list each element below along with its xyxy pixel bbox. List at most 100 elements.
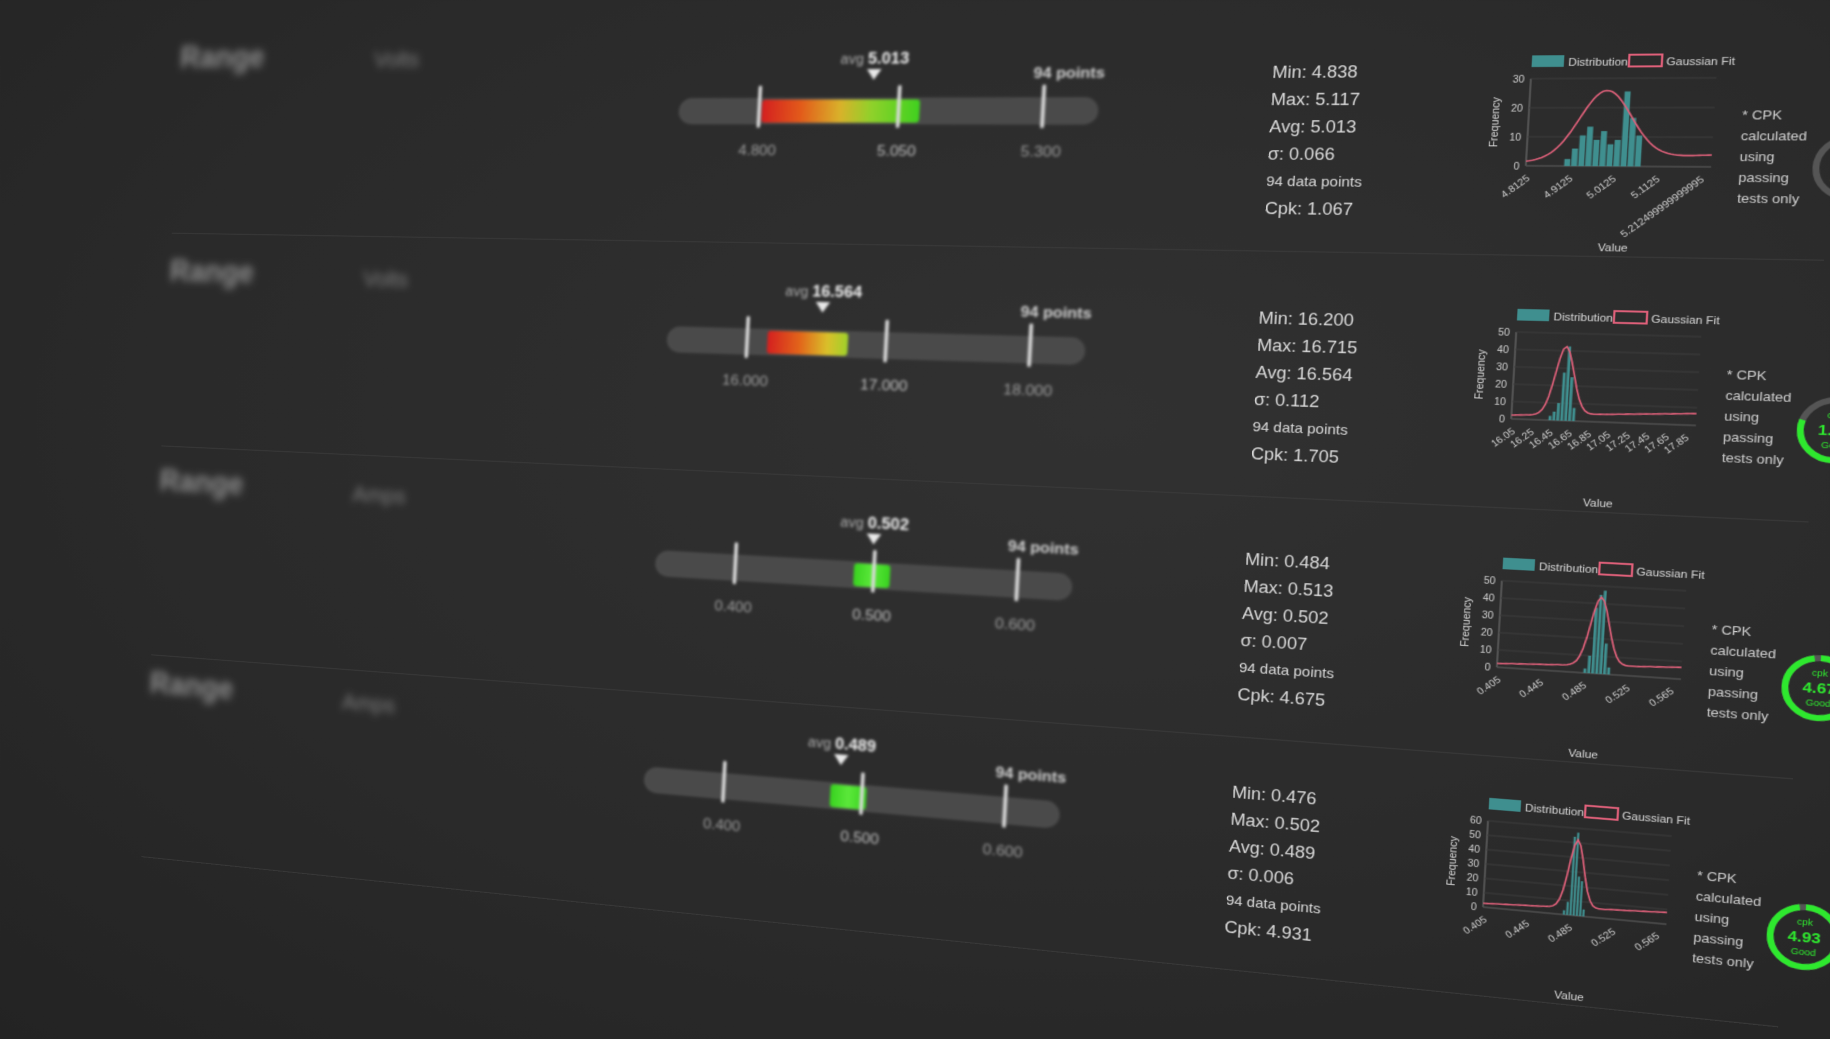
avg-label: avg 0.489 <box>808 732 877 756</box>
tick-label: 0.600 <box>994 615 1035 636</box>
y-tick-label: 30 <box>1467 858 1480 870</box>
y-tick-label: 60 <box>1470 815 1483 827</box>
histogram-bar <box>1606 144 1613 166</box>
row-name: Range <box>159 463 244 502</box>
legend-distribution: Distribution <box>1553 312 1613 325</box>
points-count: 94 points <box>1020 303 1092 323</box>
avg-prefix: avg <box>840 52 864 67</box>
tick-label: 4.800 <box>738 142 776 160</box>
tick-label: 0.500 <box>852 606 892 626</box>
legend-distribution: Distribution <box>1539 561 1599 576</box>
cpk-note-line: tests only <box>1706 702 1775 727</box>
stats-block: Min: 4.838 Max: 5.117 Avg: 5.013 σ: 0.066 94… <box>1264 58 1369 223</box>
cpk-dashboard-panel: Range Volts 4.800 5.050 5.300 avg 5.013 94 poi… <box>141 9 1830 1026</box>
avg-label: avg 16.564 <box>785 282 863 302</box>
cpk-note-line: using <box>1739 146 1808 167</box>
y-tick-label: 10 <box>1509 133 1522 144</box>
x-tick-label: 0.445 <box>1504 918 1533 941</box>
stat-avg: Avg: 16.564 <box>1255 359 1357 389</box>
cpk-note-line: passing <box>1722 426 1791 449</box>
cpk-status-ring: cpk 4.93 Good <box>1761 891 1830 984</box>
histogram-bar <box>1585 127 1593 167</box>
histogram-bar <box>1571 149 1578 167</box>
stat-cpk: Cpk: 1.067 <box>1264 195 1361 223</box>
gaussian-fit-line <box>1511 345 1700 421</box>
row-unit: Amps <box>352 481 406 510</box>
y-axis <box>1511 332 1516 419</box>
row-unit: Amps <box>342 689 396 719</box>
tick-label: 17.000 <box>860 376 908 395</box>
range-gauge: 0.400 0.500 0.600 avg 0.502 94 points <box>652 519 1075 651</box>
tick-label: 5.300 <box>1020 143 1061 161</box>
grid-line <box>1513 384 1698 390</box>
cpk-note-line: * CPK <box>1726 364 1795 387</box>
y-tick-label: 20 <box>1511 104 1524 115</box>
gaussian-fit-line <box>1497 592 1685 676</box>
stat-avg: Avg: 5.013 <box>1269 114 1366 142</box>
y-tick-label: 10 <box>1479 645 1492 656</box>
histogram-bar <box>1552 412 1555 421</box>
stats-block: Min: 0.484 Max: 0.513 Avg: 0.502 σ: 0.007 94… <box>1237 546 1341 715</box>
row-name: Range <box>179 40 265 75</box>
y-tick-label: 40 <box>1497 345 1510 356</box>
x-tick-label: 4.8125 <box>1499 173 1533 200</box>
x-tick-label: 0.445 <box>1517 677 1546 700</box>
tick-label: 16.000 <box>722 371 769 390</box>
x-tick-label: 0.565 <box>1633 931 1663 954</box>
cpk-note-line: calculated <box>1740 125 1809 146</box>
row-name: Range <box>149 666 234 707</box>
y-tick-label: 20 <box>1466 873 1479 885</box>
legend-distribution: Distribution <box>1568 57 1628 69</box>
histogram-bar <box>1603 643 1608 674</box>
legend-gaussian-fit: Gaussian Fit <box>1636 566 1705 582</box>
histogram-bar <box>1563 910 1565 915</box>
x-tick-label: 5.0125 <box>1585 174 1619 202</box>
x-axis-label: Value <box>1598 242 1628 254</box>
avg-label: avg 0.502 <box>840 512 909 534</box>
x-tick-label: 4.9125 <box>1542 173 1576 201</box>
avg-value: 0.489 <box>835 735 877 756</box>
tick-label: 5.050 <box>876 142 916 160</box>
range-gauge: 4.800 5.050 5.300 avg 5.013 94 points <box>676 64 1101 174</box>
x-axis-label: Value <box>1554 989 1584 1004</box>
y-axis-label: Frequency <box>1459 596 1475 647</box>
y-tick-label: 50 <box>1498 328 1511 339</box>
avg-prefix: avg <box>840 515 864 531</box>
ring-value: 1.70 <box>1817 423 1830 440</box>
ring-value: 4.93 <box>1787 928 1821 947</box>
ring-status: Good <box>1821 440 1830 451</box>
stat-min: Min: 4.838 <box>1272 58 1369 86</box>
y-tick-label: 30 <box>1496 362 1509 373</box>
histogram-bar <box>1613 140 1621 166</box>
cpk-status-ring: cpk 1.70 Good <box>1791 386 1830 475</box>
histogram-svg: Distribution Gaussian Fit30201004.8125 4.9… <box>1478 50 1740 258</box>
stat-min: Min: 16.200 <box>1258 305 1360 335</box>
row-unit: Volts <box>363 266 409 293</box>
legend-swatch-distribution <box>1517 309 1550 321</box>
y-tick-label: 10 <box>1465 887 1478 899</box>
avg-value: 0.502 <box>867 514 909 534</box>
x-tick-label: 0.405 <box>1475 674 1504 697</box>
x-tick-label: 0.565 <box>1647 686 1677 709</box>
avg-marker-icon <box>834 754 849 766</box>
cpk-note-line: tests only <box>1721 447 1790 470</box>
y-tick-label: 0 <box>1470 902 1477 913</box>
y-axis-label: Frequency <box>1473 349 1489 400</box>
histogram-svg: Distribution Gaussian Fit 50 40 30 20 10 00.405… <box>1450 552 1710 772</box>
stat-count: 94 data points <box>1266 168 1363 196</box>
grid-line <box>1502 581 1686 591</box>
tick-label: 0.600 <box>982 840 1023 862</box>
histogram-bar <box>1564 159 1570 166</box>
legend-swatch-fit <box>1599 563 1632 576</box>
y-tick-label: 0 <box>1499 414 1506 425</box>
legend-swatch-distribution <box>1532 55 1565 67</box>
avg-value: 16.564 <box>812 282 863 301</box>
x-axis-label: Value <box>1568 748 1598 762</box>
stats-block: Min: 16.200 Max: 16.715 Avg: 16.564 σ: 0.11… <box>1250 305 1359 472</box>
y-tick-label: 50 <box>1469 830 1482 842</box>
x-tick-label: 5.1125 <box>1629 174 1663 201</box>
cpk-note-line: * CPK <box>1742 104 1811 125</box>
y-axis <box>1497 581 1502 668</box>
grid-line <box>1514 367 1699 372</box>
